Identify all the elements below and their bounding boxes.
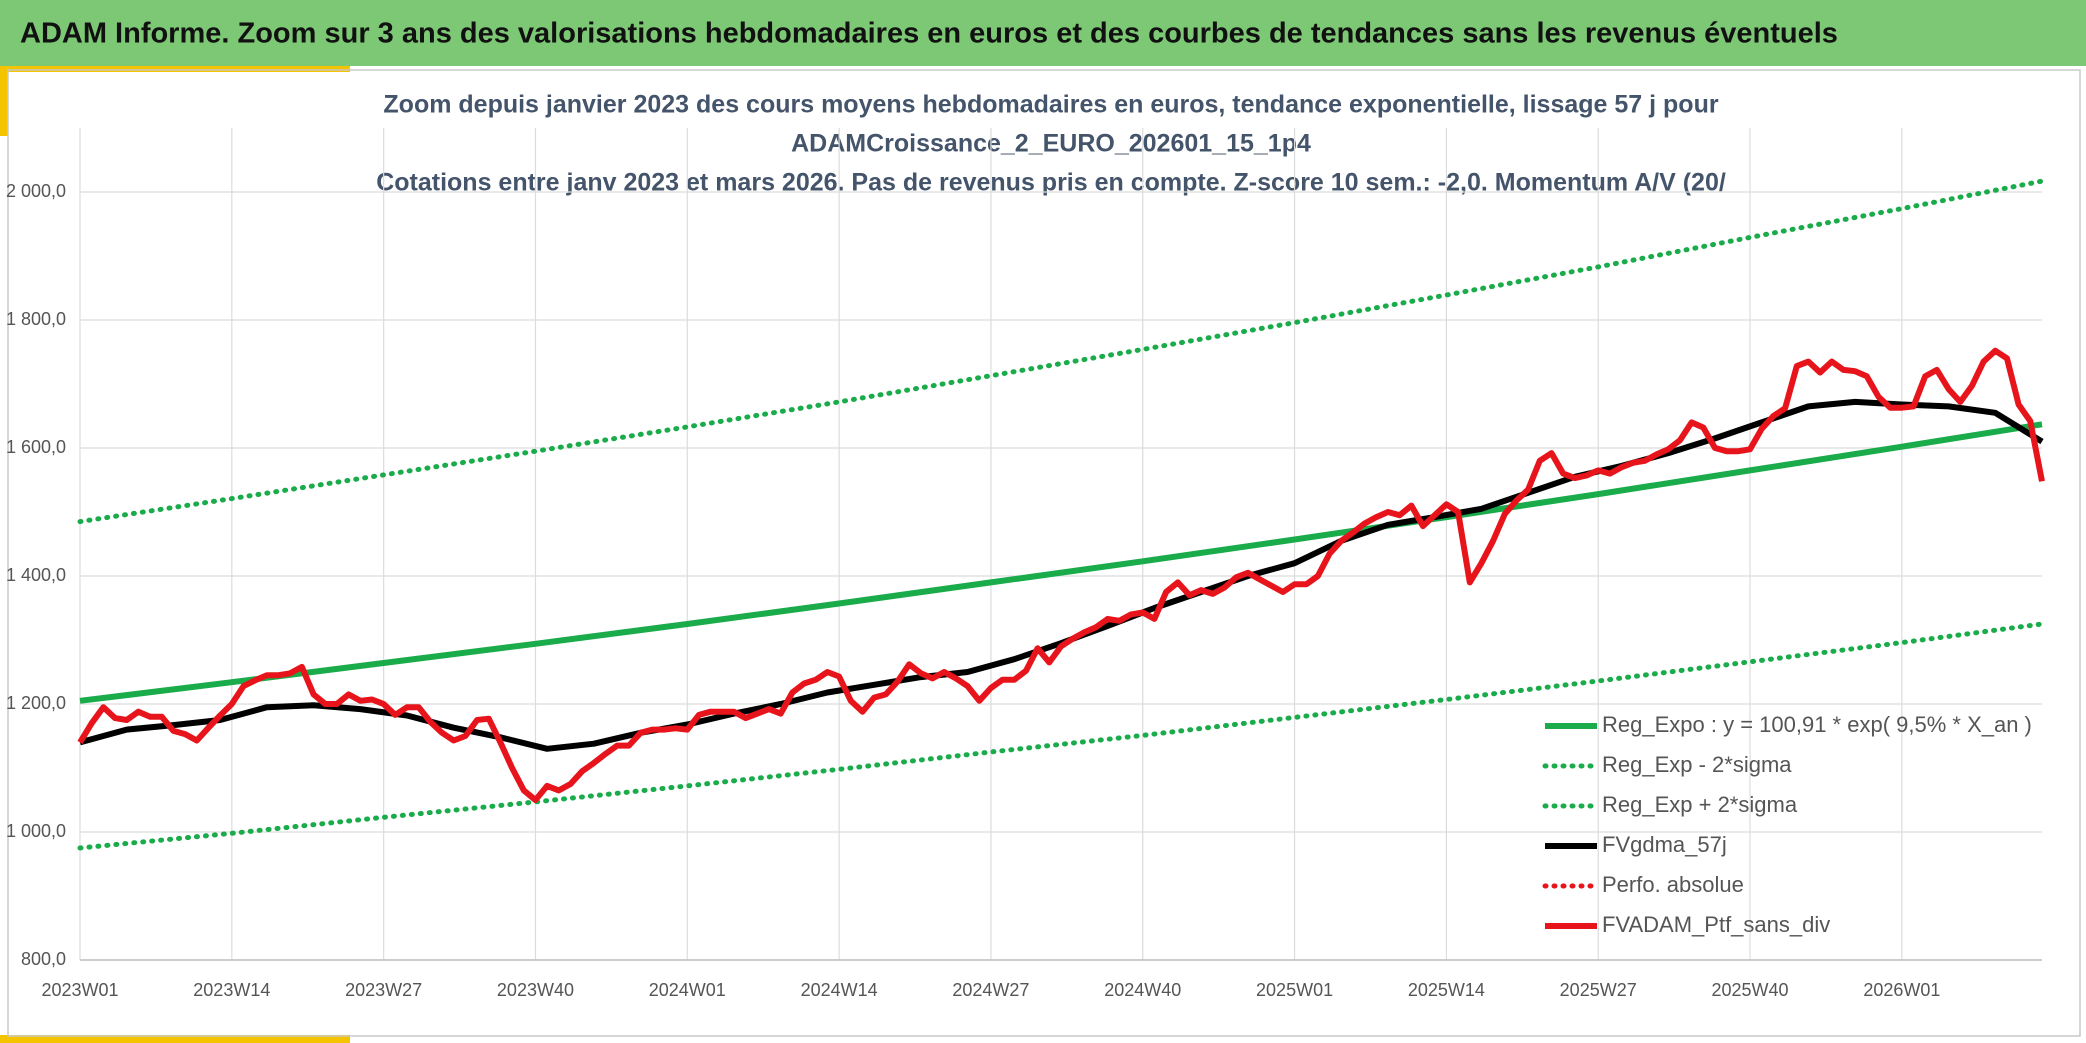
legend-label: FVgdma_57j [1602,832,1727,857]
accent [0,66,350,72]
y-tick-label: 2 000,0 [6,181,66,201]
series-line [77,347,2045,803]
x-tick-label: 2024W40 [1104,980,1181,1000]
x-tick-label: 2024W27 [952,980,1029,1000]
series-line [77,178,2045,525]
y-tick-label: 1 000,0 [6,821,66,841]
x-tick-label: 2023W27 [345,980,422,1000]
x-tick-label: 2024W01 [649,980,726,1000]
accent [0,1035,350,1043]
x-tick-label: 2025W14 [1408,980,1485,1000]
legend-label: Reg_Expo : y = 100,91 * exp( 9,5% * X_an… [1602,712,2032,737]
series-line [77,621,2045,851]
x-tick-label: 2023W14 [193,980,270,1000]
legend-label: Perfo. absolue [1602,872,1744,897]
legend-label: FVADAM_Ptf_sans_div [1602,912,1830,937]
accent [0,66,8,136]
y-tick-label: 1 400,0 [6,565,66,585]
chart-title: ADAMCroissance_2_EURO_202601_15_1p4 [791,130,1311,158]
x-tick-label: 2024W14 [801,980,878,1000]
x-tick-label: 2025W01 [1256,980,1333,1000]
legend-label: Reg_Exp + 2*sigma [1602,792,1798,817]
y-tick-label: 1 200,0 [6,693,66,713]
y-tick-label: 1 800,0 [6,309,66,329]
chart-title: Zoom depuis janvier 2023 des cours moyen… [383,91,1718,119]
header-bar [0,0,2086,66]
x-tick-label: 2025W27 [1560,980,1637,1000]
x-tick-label: 2023W40 [497,980,574,1000]
y-tick-label: 1 600,0 [6,437,66,457]
y-tick-label: 800,0 [21,949,66,969]
header-title: ADAM Informe. Zoom sur 3 ans des valoris… [20,18,1838,50]
legend-label: Reg_Exp - 2*sigma [1602,752,1792,777]
series-line [79,421,2043,704]
x-tick-label: 2023W01 [41,980,118,1000]
x-tick-label: 2026W01 [1863,980,1940,1000]
x-tick-label: 2025W40 [1712,980,1789,1000]
chart-frame [7,69,2081,1037]
